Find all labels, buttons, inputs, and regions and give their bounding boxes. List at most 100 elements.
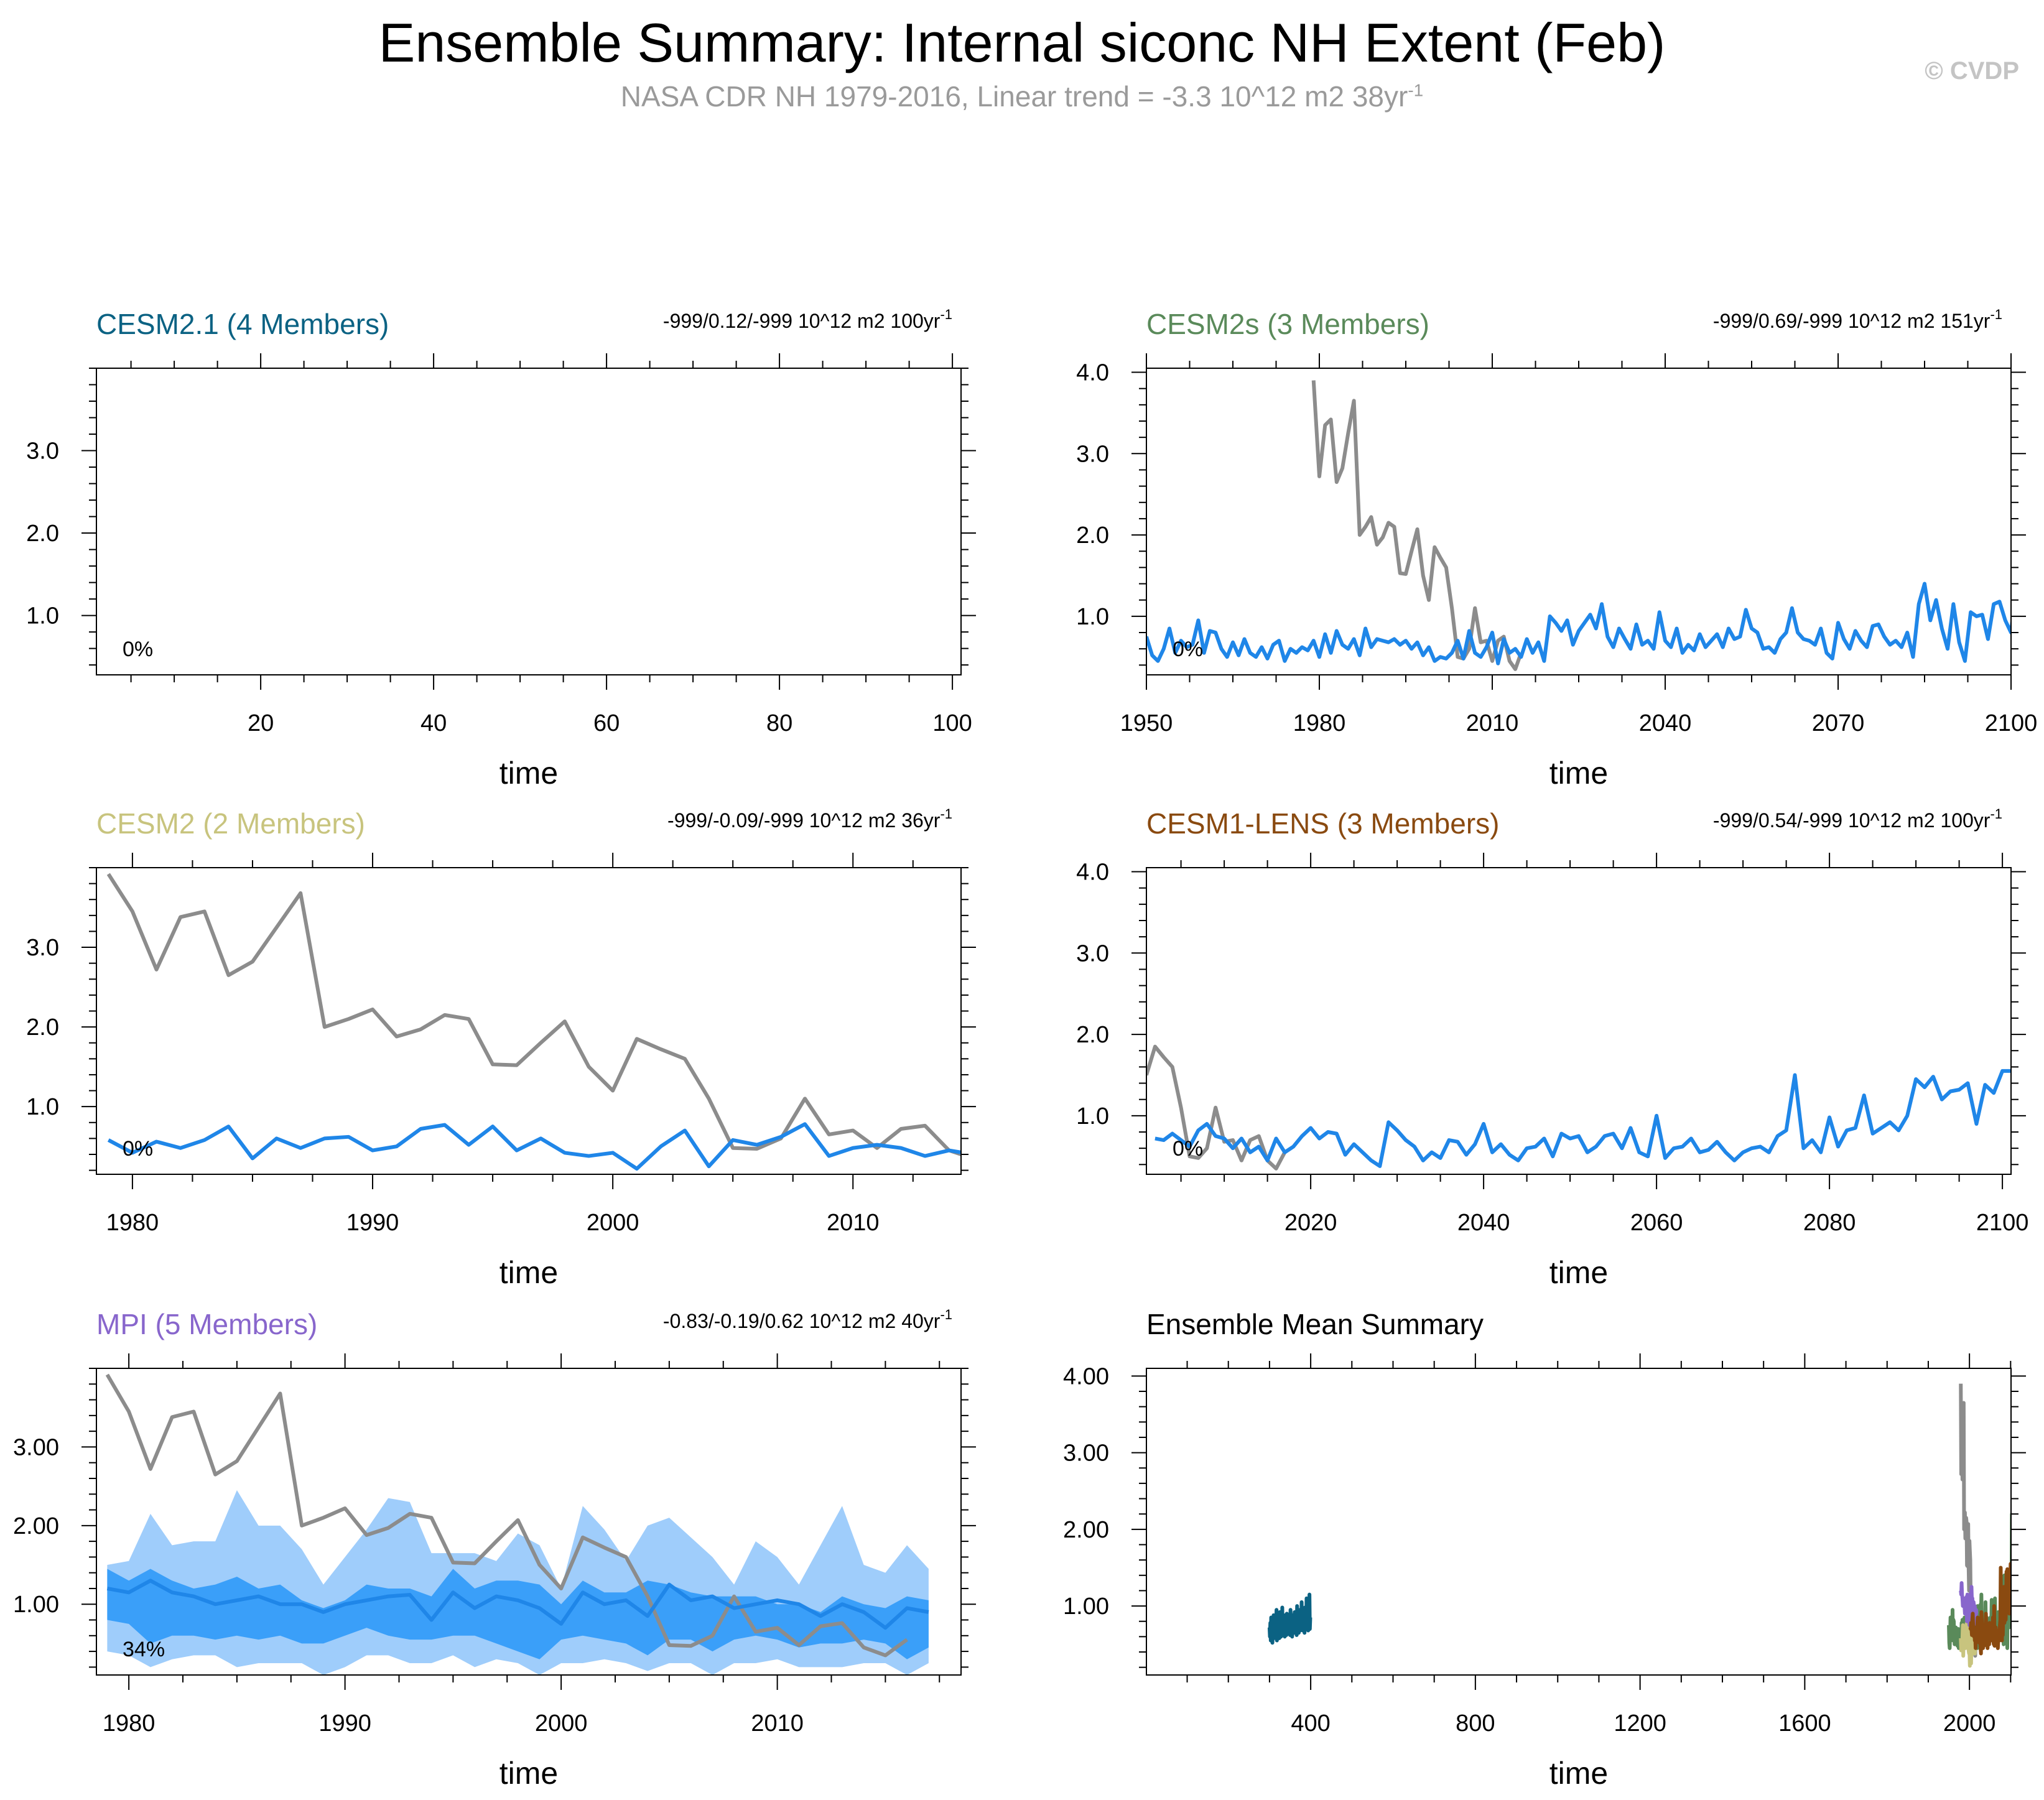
panel-stats-superscript: -1 — [940, 1307, 952, 1322]
model-series-line — [1154, 1069, 2011, 1168]
x-tick-label: 1950 — [1120, 710, 1173, 736]
x-tick-label: 1600 — [1778, 1710, 1831, 1737]
panel-stats-text: -999/0.54/-999 10^12 m2 100yr — [1713, 809, 1991, 832]
page-title: Ensemble Summary: Internal siconc NH Ext… — [378, 12, 1666, 73]
x-tick-label: 2040 — [1639, 710, 1692, 736]
panel-cesm21: 20 40 60 80 100 1.0 2.0 3.0 time CESM2.1 (4 Membe… — [26, 307, 976, 791]
obs-series-line — [1311, 380, 1523, 671]
x-tick-label: 2100 — [1976, 1210, 2029, 1236]
y-tick-label: 3.0 — [26, 438, 59, 465]
panel-cesm2s: 1950 1980 2010 2040 2070 2100 1.0 2.0 3.0 4.0 time… — [1076, 307, 2038, 791]
panel-title: Ensemble Mean Summary — [1146, 1308, 1484, 1340]
copyright-label: © CVDP — [1925, 57, 2019, 85]
panel-stats: -999/-0.09/-999 10^12 m2 36yr-1 — [667, 806, 952, 832]
x-tick-label: 2010 — [1466, 710, 1519, 736]
panel-stats: -0.83/-0.19/0.62 10^12 m2 40yr-1 — [663, 1307, 952, 1332]
plot-area — [105, 1373, 929, 1675]
model-series-line — [1146, 582, 2011, 666]
y-tick-label: 1.00 — [13, 1592, 59, 1618]
panel-cesm1lens: 2020 2040 2060 2080 2100 1.0 2.0 3.0 4.0 time CESM… — [1076, 806, 2028, 1290]
panel-stats-text: -999/-0.09/-999 10^12 m2 36yr — [667, 809, 941, 832]
y-tick-label: 4.0 — [1076, 360, 1109, 386]
plot-area — [106, 873, 961, 1171]
panel-stats-text: -999/0.69/-999 10^12 m2 151yr — [1713, 310, 1991, 332]
obs-series-line — [105, 1373, 908, 1658]
panel-stats-superscript: -1 — [1990, 307, 2002, 322]
x-axis: 1980 1990 2000 2010 — [103, 1353, 941, 1737]
x-tick-label: 2100 — [1985, 710, 2038, 736]
x-tick-label: 2060 — [1630, 1210, 1683, 1236]
y-tick-label: 3.0 — [26, 935, 59, 961]
model-series-line — [107, 1122, 961, 1171]
x-tick-label: 2000 — [587, 1210, 639, 1236]
panel-mpi: 1980 1990 2000 2010 1.00 2.00 3.00 time MPI (5 M… — [13, 1307, 976, 1791]
plot-area — [1267, 1383, 2011, 1668]
x-tick-label: 1980 — [1293, 710, 1346, 736]
x-tick-label: 2070 — [1812, 710, 1865, 736]
obs-series-line — [1146, 1044, 1287, 1171]
x-tick-label: 1990 — [346, 1210, 399, 1236]
x-tick-label: 2020 — [1284, 1210, 1337, 1236]
plot-frame — [1146, 1368, 2012, 1676]
y-tick-label: 2.00 — [13, 1513, 59, 1539]
x-tick-label: 800 — [1456, 1710, 1495, 1737]
x-axis-label: time — [1549, 1756, 1608, 1791]
x-tick-label: 100 — [932, 710, 972, 736]
y-tick-label: 3.0 — [1076, 441, 1109, 467]
plot-frame — [96, 368, 962, 675]
x-tick-label: 1990 — [318, 1710, 371, 1737]
y-tick-label: 4.0 — [1076, 860, 1109, 886]
panel-stats: -999/0.12/-999 10^12 m2 100yr-1 — [663, 307, 952, 332]
x-tick-label: 1980 — [103, 1710, 156, 1737]
y-tick-label: 2.0 — [1076, 1022, 1109, 1048]
x-tick-label: 60 — [593, 710, 620, 736]
x-axis-label: time — [1549, 756, 1608, 791]
y-axis: 1.0 2.0 3.0 4.0 — [1076, 860, 2026, 1166]
x-axis: 1980 1990 2000 2010 — [106, 853, 914, 1236]
panel-cesm2: 1980 1990 2000 2010 1.0 2.0 3.0 time CESM2 (2 Me… — [26, 806, 976, 1290]
x-axis-label: time — [1549, 1255, 1608, 1290]
panel-stats-text: -999/0.12/-999 10^12 m2 100yr — [663, 310, 941, 332]
x-axis-label: time — [499, 1756, 558, 1791]
panel-stats: -999/0.54/-999 10^12 m2 100yr-1 — [1713, 806, 2002, 832]
panel-title: CESM2s (3 Members) — [1146, 308, 1429, 340]
y-axis: 1.00 2.00 3.00 4.00 — [1063, 1363, 2026, 1668]
percent-label: 34% — [123, 1638, 165, 1661]
y-tick-label: 1.0 — [1076, 1103, 1109, 1130]
y-axis: 1.0 2.0 3.0 — [26, 368, 976, 666]
band-inner-spread-band — [107, 1569, 929, 1659]
y-tick-label: 1.00 — [1063, 1594, 1109, 1620]
panel-title: CESM1-LENS (3 Members) — [1146, 807, 1499, 840]
y-tick-label: 3.00 — [13, 1434, 59, 1460]
percent-label: 0% — [123, 1137, 153, 1161]
panel-stats: -999/0.69/-999 10^12 m2 151yr-1 — [1713, 307, 2002, 332]
model-series-line — [106, 1579, 929, 1630]
panel-title: CESM2 (2 Members) — [96, 807, 365, 840]
plot-frame — [96, 867, 962, 1175]
cesm1lens-series-line — [1968, 1562, 2011, 1656]
panel-title: MPI (5 Members) — [96, 1308, 317, 1340]
y-axis: 1.00 2.00 3.00 — [13, 1368, 976, 1668]
x-tick-label: 2080 — [1803, 1210, 1856, 1236]
y-axis: 1.0 2.0 3.0 — [26, 867, 976, 1171]
x-tick-label: 40 — [420, 710, 447, 736]
x-axis-label: time — [499, 756, 558, 791]
y-tick-label: 2.00 — [1063, 1517, 1109, 1543]
x-tick-label: 400 — [1291, 1710, 1330, 1737]
x-axis: 20 40 60 80 100 — [130, 353, 972, 736]
x-tick-label: 1980 — [106, 1210, 159, 1236]
panel-title: CESM2.1 (4 Members) — [96, 308, 389, 340]
y-tick-label: 4.00 — [1063, 1363, 1109, 1389]
y-tick-label: 1.0 — [26, 603, 59, 629]
x-tick-label: 2010 — [751, 1710, 804, 1737]
x-tick-label: 1200 — [1614, 1710, 1666, 1737]
x-tick-label: 2040 — [1457, 1210, 1510, 1236]
subtitle-text: NASA CDR NH 1979-2016, Linear trend = -3… — [620, 80, 1408, 113]
y-tick-label: 1.0 — [26, 1094, 59, 1120]
cesm21-series-line — [1267, 1592, 1312, 1645]
panel-stats-superscript: -1 — [940, 307, 952, 322]
mpi-series-line — [1959, 1581, 1979, 1631]
y-axis: 1.0 2.0 3.0 4.0 — [1076, 360, 2026, 666]
x-tick-label: 80 — [766, 710, 792, 736]
